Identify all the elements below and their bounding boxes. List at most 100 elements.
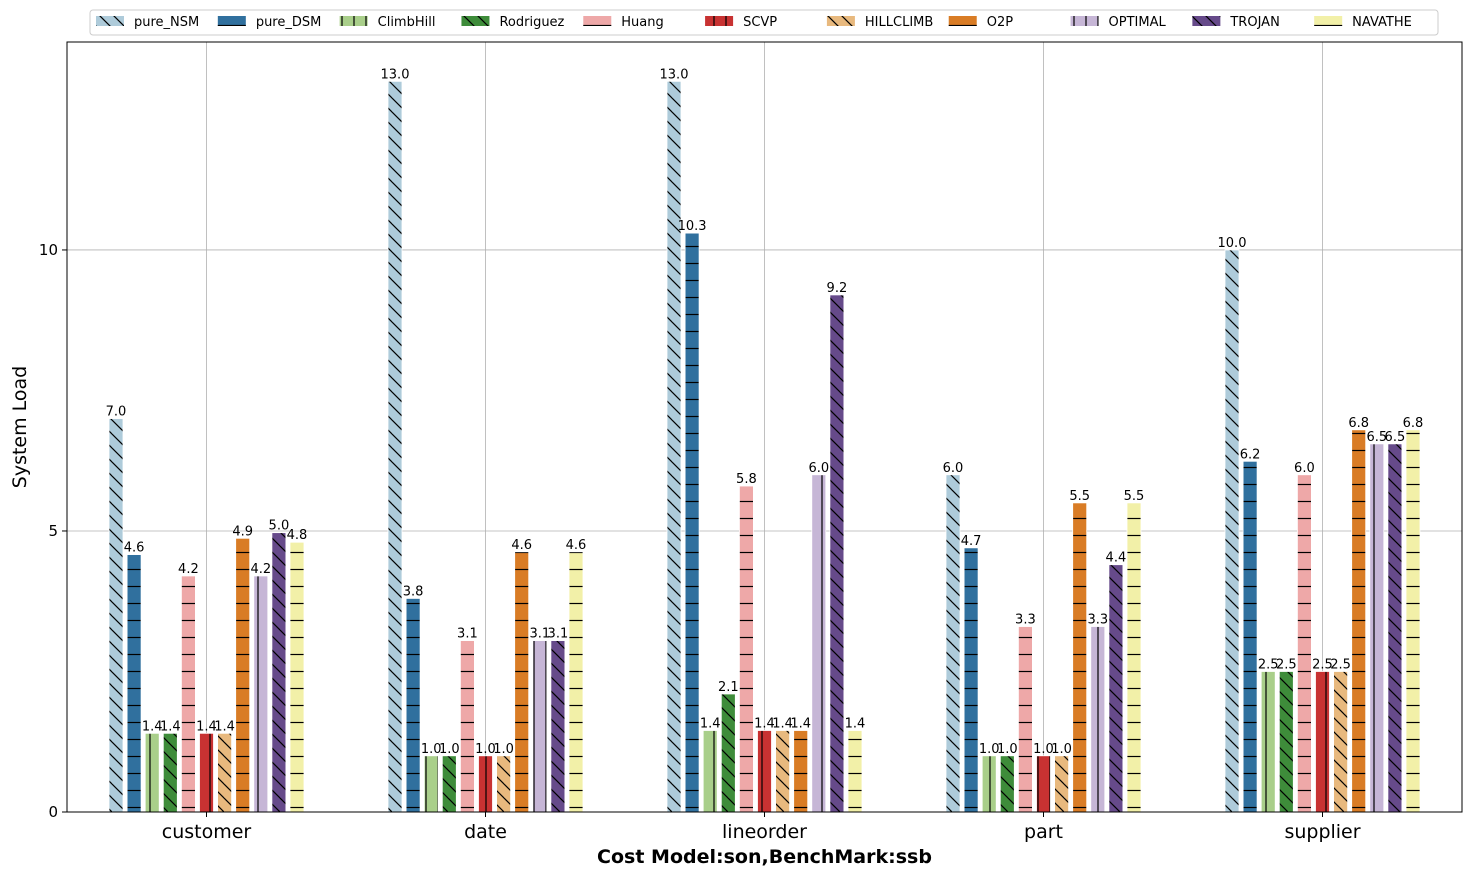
bar-climbhill-supplier bbox=[1260, 671, 1276, 813]
bar-navathe-supplier bbox=[1405, 429, 1421, 813]
legend-item-pure-dsm: pure_DSM bbox=[217, 15, 321, 30]
bar-hatch bbox=[775, 730, 790, 813]
bar-rodriguez-customer bbox=[162, 732, 178, 813]
bar-hatch bbox=[1369, 443, 1385, 813]
bar-hatch bbox=[1126, 502, 1142, 813]
legend-swatch-hatch bbox=[1314, 16, 1343, 26]
legend-swatch-hatch bbox=[705, 16, 734, 26]
legend-swatch-hatch bbox=[96, 16, 124, 26]
value-label-hillclimb-customer: 1.4 bbox=[214, 719, 235, 734]
legend-swatch-hatch bbox=[339, 16, 368, 26]
value-label-optimal-part: 3.3 bbox=[1087, 613, 1108, 628]
bar-pure-nsm-date bbox=[387, 80, 403, 813]
bar-trojan-customer bbox=[271, 532, 287, 813]
bar-hatch bbox=[162, 732, 178, 813]
value-label-climbhill-supplier: 2.5 bbox=[1258, 657, 1279, 672]
legend-label: OPTIMAL bbox=[1109, 15, 1167, 30]
legend-label: pure_NSM bbox=[134, 15, 199, 30]
bar-hatch bbox=[217, 732, 233, 813]
value-label-o2p-date: 4.6 bbox=[511, 538, 532, 553]
bar-pure-dsm-lineorder bbox=[684, 232, 700, 813]
bar-hatch bbox=[1297, 474, 1312, 813]
value-label-pure-dsm-lineorder: 10.3 bbox=[678, 219, 707, 234]
bar-hatch bbox=[1090, 626, 1106, 813]
bar-hatch bbox=[1224, 249, 1240, 813]
legend: pure_NSM pure_DSM ClimbHill Rodriguez Huang S… bbox=[89, 9, 1439, 36]
legend-item-huang: Huang bbox=[583, 15, 664, 30]
value-label-pure-dsm-part: 4.7 bbox=[961, 534, 982, 549]
value-label-navathe-part: 5.5 bbox=[1124, 489, 1145, 504]
bar-hatch bbox=[387, 80, 403, 813]
bar-hatch bbox=[847, 730, 863, 813]
value-label-climbhill-customer: 1.4 bbox=[142, 719, 163, 734]
bar-hillclimb-date bbox=[496, 755, 512, 813]
value-label-trojan-supplier: 6.5 bbox=[1385, 430, 1406, 445]
value-label-hillclimb-part: 1.0 bbox=[1051, 742, 1072, 757]
value-label-trojan-customer: 5.0 bbox=[269, 519, 290, 534]
bar-hatch bbox=[981, 755, 997, 813]
value-label-optimal-customer: 4.2 bbox=[250, 562, 271, 577]
value-label-optimal-date: 3.1 bbox=[529, 627, 550, 642]
bar-pure-dsm-part bbox=[963, 547, 979, 813]
bar-hatch bbox=[550, 640, 566, 813]
bar-hatch bbox=[1260, 671, 1276, 813]
value-label-scvp-customer: 1.4 bbox=[196, 719, 217, 734]
value-label-rodriguez-lineorder: 2.1 bbox=[718, 680, 739, 695]
legend-label: ClimbHill bbox=[378, 15, 436, 30]
bar-hatch bbox=[441, 755, 457, 813]
bar-hatch bbox=[1018, 626, 1033, 813]
bar-scvp-part bbox=[1036, 755, 1051, 813]
value-label-pure-nsm-part: 6.0 bbox=[943, 461, 964, 476]
legend-label: Huang bbox=[621, 15, 663, 30]
bar-scvp-lineorder bbox=[757, 730, 772, 813]
bar-hatch bbox=[945, 474, 961, 813]
legend-label: TROJAN bbox=[1229, 15, 1279, 30]
bar-o2p-supplier bbox=[1351, 429, 1367, 813]
legend-item-hillclimb: HILLCLIMB bbox=[826, 15, 933, 30]
bar-o2p-customer bbox=[235, 537, 251, 813]
value-label-optimal-lineorder: 6.0 bbox=[808, 461, 829, 476]
bar-hatch bbox=[271, 532, 287, 813]
bar-hatch bbox=[289, 541, 305, 813]
bar-optimal-supplier bbox=[1369, 443, 1385, 813]
x-axis: customer date lineorder part supplier bbox=[162, 812, 1361, 843]
x-tick-label-customer: customer bbox=[162, 821, 252, 843]
x-tick-label-supplier: supplier bbox=[1284, 821, 1360, 843]
legend-swatch-hatch bbox=[826, 16, 855, 26]
bar-hatch bbox=[666, 80, 682, 813]
legend-label: NAVATHE bbox=[1352, 15, 1412, 30]
value-label-climbhill-date: 1.0 bbox=[421, 742, 442, 757]
bar-hatch bbox=[1036, 755, 1051, 813]
bar-trojan-part bbox=[1108, 564, 1124, 813]
legend-item-scvp: SCVP bbox=[705, 15, 777, 30]
bar-hatch bbox=[1351, 429, 1367, 813]
bar-trojan-date bbox=[550, 640, 566, 813]
legend-label: Rodriguez bbox=[499, 15, 564, 30]
legend-box bbox=[89, 9, 1439, 36]
bar-navathe-date bbox=[568, 551, 584, 813]
value-label-scvp-lineorder: 1.4 bbox=[754, 717, 775, 732]
bar-trojan-supplier bbox=[1387, 443, 1403, 813]
y-axis-label: System Load bbox=[9, 366, 31, 488]
legend-item-trojan: TROJAN bbox=[1192, 15, 1280, 30]
value-label-huang-part: 3.3 bbox=[1015, 613, 1036, 628]
bar-rodriguez-supplier bbox=[1278, 671, 1294, 813]
value-label-trojan-lineorder: 9.2 bbox=[827, 281, 848, 296]
bar-rodriguez-lineorder bbox=[720, 693, 736, 813]
bar-hatch bbox=[757, 730, 772, 813]
bar-hatch bbox=[811, 474, 827, 813]
bar-hatch bbox=[532, 640, 548, 813]
value-label-o2p-customer: 4.9 bbox=[232, 524, 253, 539]
bar-optimal-part bbox=[1090, 626, 1106, 813]
legend-swatch-hatch bbox=[217, 16, 246, 26]
bar-climbhill-date bbox=[423, 755, 439, 813]
bar-huang-supplier bbox=[1297, 474, 1312, 813]
bar-pure-dsm-customer bbox=[126, 554, 142, 813]
legend-item-pure-nsm: pure_NSM bbox=[96, 15, 199, 30]
bar-hatch bbox=[1278, 671, 1294, 813]
bar-hatch bbox=[1405, 429, 1421, 813]
bar-hatch bbox=[1054, 755, 1069, 813]
value-label-scvp-supplier: 2.5 bbox=[1312, 657, 1333, 672]
value-label-pure-nsm-lineorder: 13.0 bbox=[660, 67, 689, 82]
